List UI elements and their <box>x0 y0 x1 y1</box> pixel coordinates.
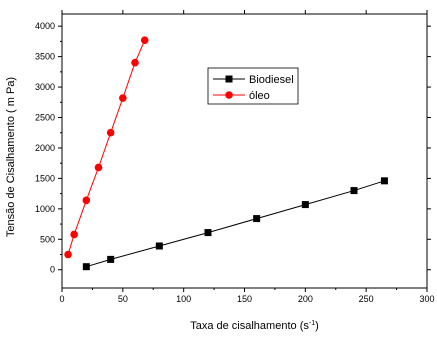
data-point <box>380 177 388 185</box>
legend-marker <box>225 75 233 83</box>
x-tick-label: 50 <box>118 294 128 304</box>
series-layer <box>64 36 388 271</box>
data-point <box>94 163 103 172</box>
x-tick-label: 100 <box>176 294 191 304</box>
data-point <box>64 250 72 259</box>
data-point <box>107 255 115 263</box>
y-tick-label: 4000 <box>35 21 55 31</box>
legend-label: Biodiesel <box>249 74 294 86</box>
legend-entry: Biodiesel <box>213 74 294 86</box>
y-tick-label: 500 <box>40 234 55 244</box>
data-point <box>301 201 309 209</box>
x-tick-label: 150 <box>237 294 252 304</box>
y-axis-title: Tensão de Cisalhamento ( m Pa) <box>5 77 17 237</box>
data-point <box>119 94 127 102</box>
y-tick-label: 0 <box>50 265 55 275</box>
legend-entries: Biodiesel óleo <box>213 74 294 102</box>
axes: 0 50 100 150 200 250 3000500100015002000250030… <box>35 10 435 304</box>
x-axis-title: Taxa de cisalhamento (s-1) <box>190 320 319 332</box>
series-2 <box>64 36 149 259</box>
x-tick-label: 0 <box>59 294 64 304</box>
y-tick-label: 3500 <box>35 52 55 62</box>
y-tick-label: 2500 <box>35 113 55 123</box>
data-point <box>82 263 90 271</box>
y-tick-label: 3000 <box>35 82 55 92</box>
legend: Biodiesel óleo <box>207 67 299 105</box>
y-tick-label: 1500 <box>35 173 55 183</box>
x-tick-label: 300 <box>419 294 434 304</box>
data-point <box>350 187 358 195</box>
data-point <box>131 58 139 67</box>
data-point <box>82 196 91 205</box>
data-point <box>140 36 149 44</box>
data-point <box>155 242 163 250</box>
legend-box <box>207 67 299 105</box>
series-line <box>67 39 146 255</box>
data-point <box>253 215 261 223</box>
series-line <box>86 180 385 268</box>
series-1 <box>82 177 388 271</box>
legend-label: óleo <box>249 90 270 102</box>
legend-marker <box>225 91 233 99</box>
data-point <box>106 128 115 137</box>
data-point <box>204 229 212 237</box>
x-tick-label: 250 <box>359 294 374 304</box>
data-point <box>70 230 78 239</box>
legend-entry: óleo <box>213 90 270 102</box>
y-tick-label: 1000 <box>35 204 55 214</box>
plot-frame <box>61 13 428 289</box>
y-tick-label: 2000 <box>35 143 55 153</box>
x-tick-label: 200 <box>298 294 313 304</box>
